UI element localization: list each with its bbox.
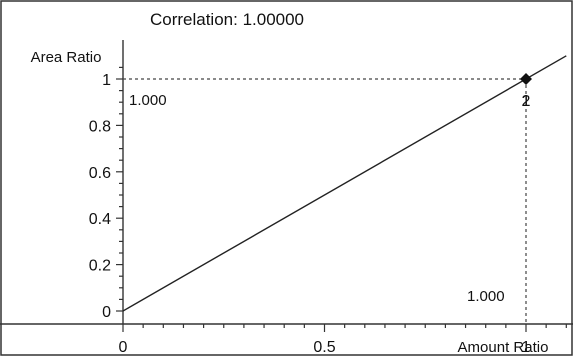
point-label: 1 — [522, 93, 531, 110]
data-points: 21 — [520, 73, 532, 110]
x-value-annotation: 1.000 — [467, 288, 505, 305]
x-ticks: 0 0.5 1 — [119, 324, 531, 356]
x-tick-label: 0.5 — [313, 339, 335, 356]
data-point-marker — [520, 73, 532, 85]
y-tick-label: 0.4 — [89, 211, 111, 228]
y-tick-label: 1 — [102, 72, 111, 89]
y-tick-label: 0 — [102, 304, 111, 321]
regression-line — [122, 55, 567, 312]
x-tick-label: 0 — [119, 339, 128, 356]
point-label: 2 — [522, 93, 531, 110]
y-tick-label: 0.6 — [89, 165, 111, 182]
x-tick-label: 1 — [522, 339, 531, 356]
y-tick-label: 0.8 — [89, 118, 111, 135]
y-axis-label: Area Ratio — [31, 49, 102, 66]
y-value-annotation: 1.000 — [129, 92, 167, 109]
x-axis-label: Amount Ratio — [458, 339, 549, 356]
y-ticks: 0 0.2 0.4 0.6 0.8 1 — [89, 72, 123, 321]
y-tick-label: 0.2 — [89, 258, 111, 275]
chart-title: Correlation: 1.00000 — [150, 10, 304, 29]
